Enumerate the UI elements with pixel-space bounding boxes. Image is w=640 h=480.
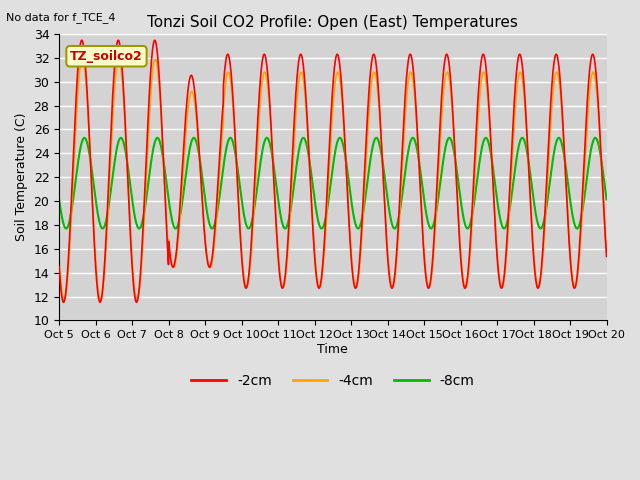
- Legend: -2cm, -4cm, -8cm: -2cm, -4cm, -8cm: [186, 369, 480, 394]
- Text: TZ_soilco2: TZ_soilco2: [70, 50, 143, 63]
- Title: Tonzi Soil CO2 Profile: Open (East) Temperatures: Tonzi Soil CO2 Profile: Open (East) Temp…: [147, 15, 518, 30]
- Y-axis label: Soil Temperature (C): Soil Temperature (C): [15, 113, 28, 241]
- Text: No data for f_TCE_4: No data for f_TCE_4: [6, 12, 116, 23]
- X-axis label: Time: Time: [317, 343, 348, 356]
